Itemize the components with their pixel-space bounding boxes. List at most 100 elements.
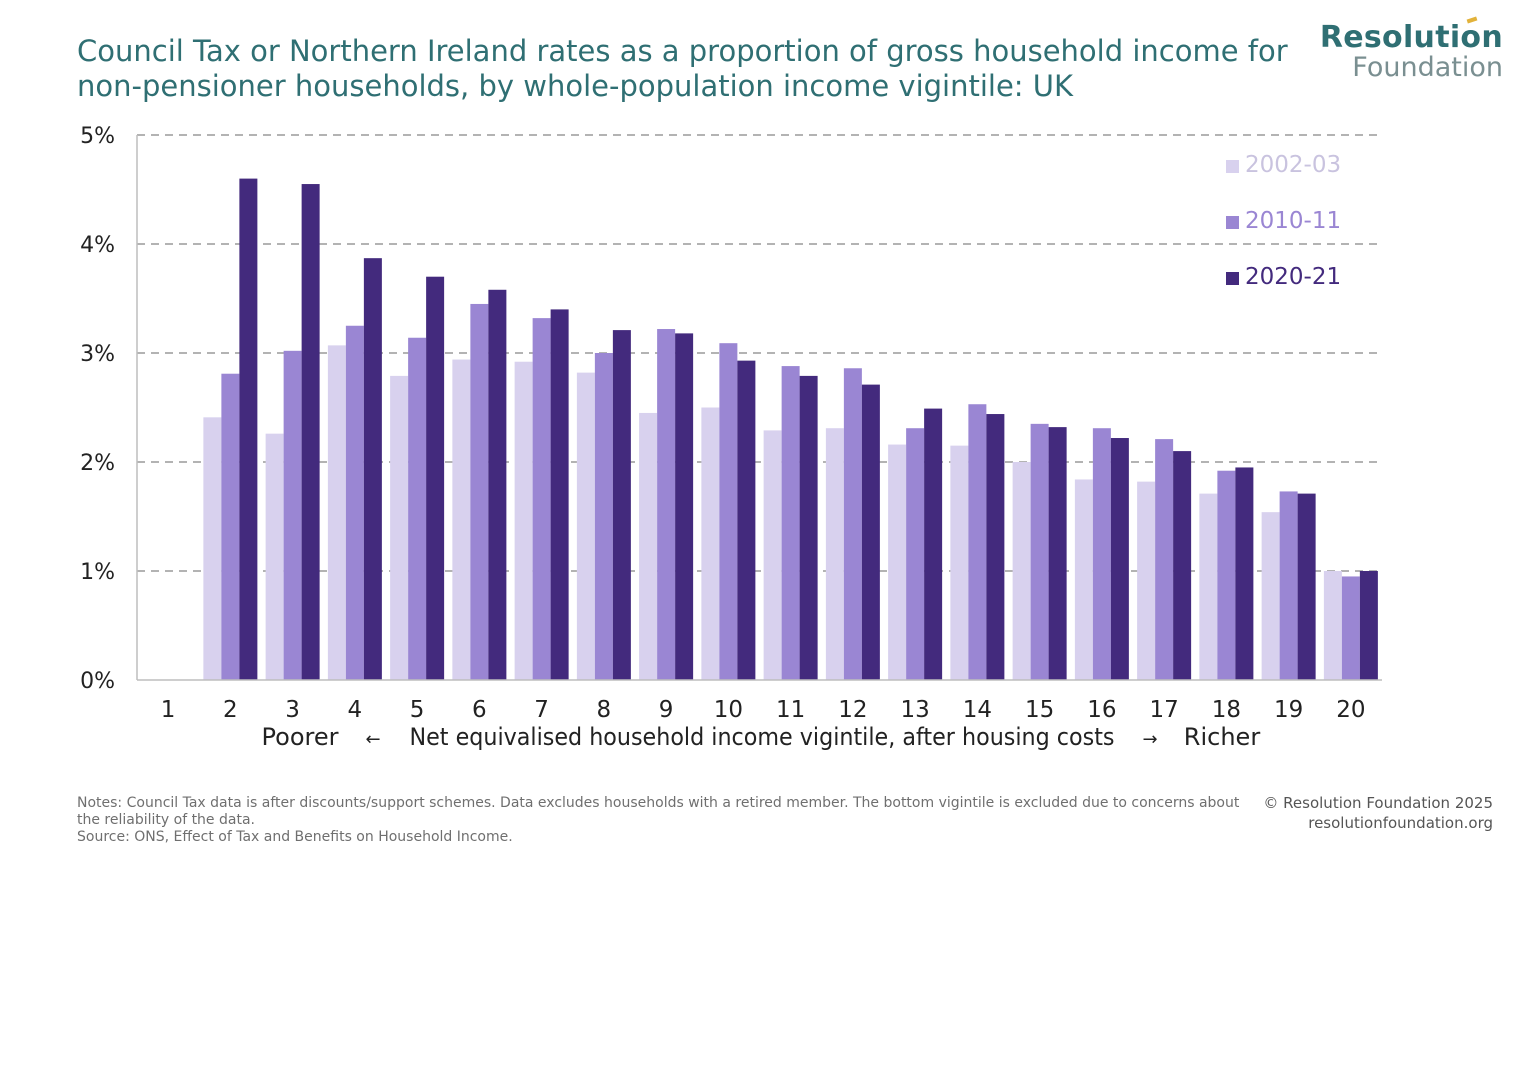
bar-2002-03-11 (763, 430, 782, 680)
bar-2002-03-6 (452, 359, 471, 680)
bar-2020-21-17 (1173, 451, 1192, 680)
bars-layer (203, 178, 1378, 681)
bar-2020-21-11 (799, 375, 818, 680)
bar-2020-21-6 (488, 289, 507, 680)
copyright-text: © Resolution Foundation 2025 (1263, 794, 1493, 812)
bar-2002-03-9 (639, 412, 658, 680)
bar-2010-11-6 (470, 303, 489, 680)
x-tick-label: 10 (714, 697, 743, 723)
axis-layer: 0%1%2%3%4%5%1 2 3 4 5 6 7 8 9 10 11 12 13 14 15 16 17 18 1… (80, 124, 1382, 723)
bar-2020-21-13 (924, 408, 943, 680)
bar-2002-03-17 (1137, 481, 1156, 680)
x-tick-label: 1 (161, 697, 176, 723)
x-tick-label: 3 (285, 697, 300, 723)
bar-2002-03-18 (1199, 493, 1218, 680)
bar-2010-11-8 (594, 353, 613, 680)
y-tick-label: 1% (80, 560, 115, 585)
bar-2010-11-18 (1217, 470, 1236, 680)
legend-label-2002-03: 2002-03 (1245, 152, 1341, 178)
bar-chart: 0%1%2%3%4%5%1 2 3 4 5 6 7 8 9 10 11 12 13 14 15 16 17 18 1… (80, 124, 1382, 751)
bar-2020-21-2 (239, 178, 258, 680)
bar-2002-03-19 (1261, 512, 1280, 680)
bar-2002-03-5 (390, 375, 409, 680)
x-tick-label: 9 (659, 697, 674, 723)
x-tick-label: 4 (348, 697, 363, 723)
x-axis-label-poorer: Poorer (262, 723, 339, 751)
bar-2002-03-15 (1012, 462, 1031, 680)
y-tick-label: 2% (80, 451, 115, 476)
y-tick-label: 4% (80, 233, 115, 258)
x-tick-label: 5 (410, 697, 425, 723)
y-tick-label: 0% (80, 669, 115, 694)
x-tick-label: 18 (1212, 697, 1241, 723)
chart-title: Council Tax or Northern Ireland rates as… (77, 34, 1288, 103)
bar-2020-21-5 (426, 276, 445, 680)
x-tick-label: 11 (776, 697, 805, 723)
bar-2002-03-13 (888, 444, 907, 680)
x-tick-label: 14 (963, 697, 992, 723)
x-tick-label: 2 (223, 697, 238, 723)
x-axis-arrow-left: ← (365, 729, 380, 750)
bar-2010-11-20 (1341, 576, 1360, 680)
bar-2010-11-16 (1092, 428, 1111, 680)
legend-swatch-2002-03 (1226, 160, 1239, 173)
bar-2010-11-4 (345, 325, 364, 680)
x-tick-label: 20 (1336, 697, 1365, 723)
bar-2020-21-20 (1359, 571, 1378, 680)
x-tick-label: 8 (597, 697, 612, 723)
logo-line1: Resolution (1319, 20, 1503, 55)
bar-2020-21-12 (861, 384, 880, 680)
y-tick-label: 3% (80, 342, 115, 367)
website-text: resolutionfoundation.org (1308, 814, 1493, 832)
bar-2020-21-8 (612, 330, 631, 680)
x-tick-label: 7 (534, 697, 549, 723)
bar-2010-11-11 (781, 366, 800, 680)
bar-2020-21-10 (737, 360, 756, 680)
bar-2010-11-7 (532, 318, 551, 680)
legend-label-2010-11: 2010-11 (1245, 208, 1341, 234)
y-tick-label: 5% (80, 124, 115, 149)
logo-line2: Foundation (1352, 52, 1503, 83)
legend-label-2020-21: 2020-21 (1245, 264, 1341, 290)
bar-2010-11-2 (221, 373, 240, 680)
x-tick-label: 6 (472, 697, 487, 723)
x-tick-label: 16 (1087, 697, 1116, 723)
x-tick-label: 15 (1025, 697, 1054, 723)
bar-2010-11-3 (283, 350, 302, 680)
bar-2020-21-18 (1235, 467, 1254, 680)
notes-text: Notes: Council Tax data is after discoun… (77, 795, 1240, 828)
source-text: Source: ONS, Effect of Tax and Benefits … (77, 829, 513, 845)
bar-2010-11-19 (1279, 491, 1298, 680)
resolution-foundation-logo: Resolution Foundation (1319, 16, 1503, 83)
grid-layer (137, 134, 1382, 572)
x-tick-label: 12 (838, 697, 867, 723)
bar-2010-11-14 (968, 404, 987, 680)
bar-2020-21-3 (301, 184, 320, 681)
bar-2002-03-2 (203, 417, 222, 680)
bar-2002-03-7 (514, 361, 533, 680)
bar-2002-03-12 (825, 428, 844, 680)
legend-swatch-2010-11 (1226, 216, 1239, 229)
bar-2010-11-13 (906, 428, 925, 680)
x-tick-label: 19 (1274, 697, 1303, 723)
bar-2002-03-14 (950, 445, 969, 680)
bar-2010-11-10 (719, 343, 738, 680)
bar-2020-21-14 (986, 414, 1005, 680)
x-axis-arrow-right: → (1142, 729, 1157, 750)
bar-2010-11-15 (1030, 423, 1049, 680)
bar-2002-03-8 (576, 372, 595, 680)
bar-2002-03-4 (327, 345, 346, 680)
legend-swatch-2020-21 (1226, 272, 1239, 285)
copyright-block: © Resolution Foundation 2025 resolutionf… (1263, 793, 1493, 833)
bar-2010-11-17 (1155, 439, 1174, 680)
bar-2020-21-9 (675, 333, 694, 680)
x-axis-label: Poorer ← Net equivalised household incom… (262, 723, 1261, 751)
legend: 2002-03 2010-11 2020-21 (1226, 152, 1341, 290)
x-tick-label: 13 (900, 697, 929, 723)
bar-2020-21-15 (1048, 427, 1067, 680)
chart-notes: Notes: Council Tax data is after discoun… (77, 795, 1247, 846)
bar-2010-11-5 (408, 337, 427, 680)
bar-2002-03-3 (265, 433, 284, 680)
x-axis-label-middle: Net equivalised household income viginti… (410, 723, 1115, 751)
bar-2002-03-16 (1074, 479, 1093, 680)
